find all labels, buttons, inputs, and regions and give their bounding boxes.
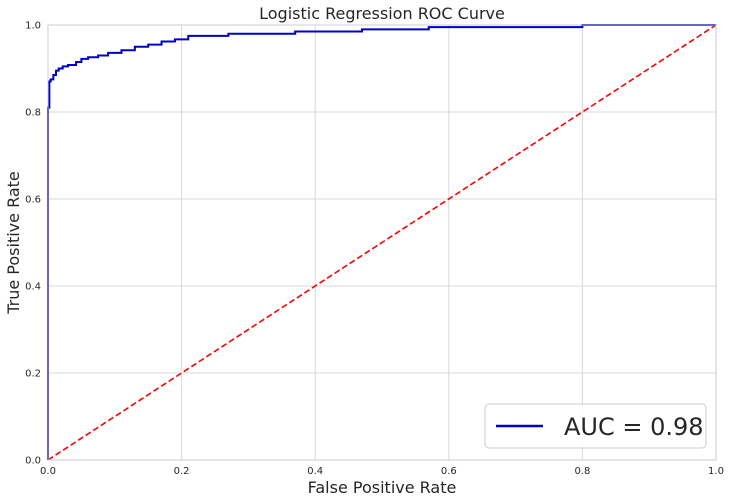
- x-tick-label: 0.2: [174, 466, 190, 477]
- y-tick-label: 0.4: [25, 282, 41, 293]
- x-tick-label: 0.8: [574, 466, 590, 477]
- y-tick-label: 0.2: [25, 369, 41, 380]
- grid: [47, 24, 717, 461]
- y-tick-label: 0.6: [25, 195, 41, 206]
- x-tick-labels: 0.0 0.2 0.4 0.6 0.8 1.0: [40, 466, 724, 477]
- x-axis-title: False Positive Rate: [308, 478, 457, 497]
- y-tick-label: 1.0: [25, 21, 41, 32]
- roc-curve-line: [47, 24, 716, 460]
- legend-label-auc: AUC = 0.98: [564, 413, 704, 441]
- series-group: [47, 24, 717, 461]
- chart-title: Logistic Regression ROC Curve: [259, 4, 505, 23]
- x-tick-label: 0.0: [40, 466, 56, 477]
- x-tick-label: 0.4: [307, 466, 323, 477]
- chance-diagonal-line: [47, 24, 717, 461]
- legend: AUC = 0.98: [484, 403, 707, 449]
- legend-box: [484, 403, 707, 449]
- y-tick-labels: 0.0 0.2 0.4 0.6 0.8 1.0: [25, 21, 41, 467]
- x-tick-label: 1.0: [708, 466, 724, 477]
- plot-frame: [47, 24, 717, 461]
- y-axis-title: True Positive Rate: [4, 171, 23, 315]
- y-tick-label: 0.0: [25, 456, 41, 467]
- y-tick-label: 0.8: [25, 108, 41, 119]
- x-tick-label: 0.6: [441, 466, 457, 477]
